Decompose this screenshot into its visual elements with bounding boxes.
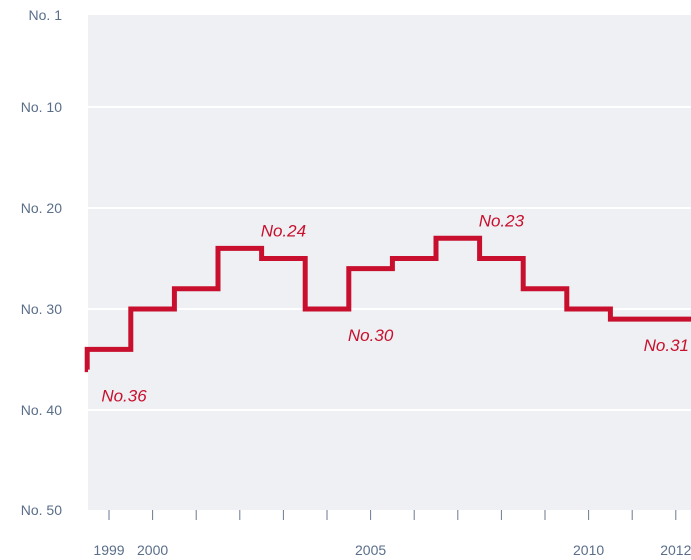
data-label: No.31 (644, 336, 689, 355)
data-label: No.30 (348, 326, 394, 345)
x-tick-label: 2010 (573, 542, 604, 558)
series-layer (84, 235, 691, 373)
y-tick-label: No. 40 (21, 402, 62, 418)
x-tick-label: 1999 (93, 542, 124, 558)
x-tick-label: 2000 (137, 542, 168, 558)
y-tick-label: No. 10 (21, 99, 62, 115)
y-tick-label: No. 30 (21, 301, 62, 317)
data-label: No.24 (261, 221, 306, 240)
y-tick-label: No. 50 (21, 502, 62, 518)
series-line (84, 235, 691, 373)
data-label: No.23 (479, 211, 525, 230)
y-tick-label: No. 1 (29, 7, 63, 23)
x-axis: 1999 2000 2005 2010 2012 (93, 510, 691, 558)
x-tick-label: 2005 (355, 542, 386, 558)
annotations: No.36 No.24 No.30 No.23 No.31 (101, 211, 689, 405)
x-tick-label: 2012 (660, 542, 691, 558)
data-label: No.36 (101, 387, 147, 406)
y-tick-label: No. 20 (21, 200, 62, 216)
y-axis-labels: No. 1 No. 10 No. 20 No. 30 No. 40 No. 50 (21, 7, 62, 518)
plot-background (88, 15, 691, 510)
gridlines (88, 106, 691, 411)
